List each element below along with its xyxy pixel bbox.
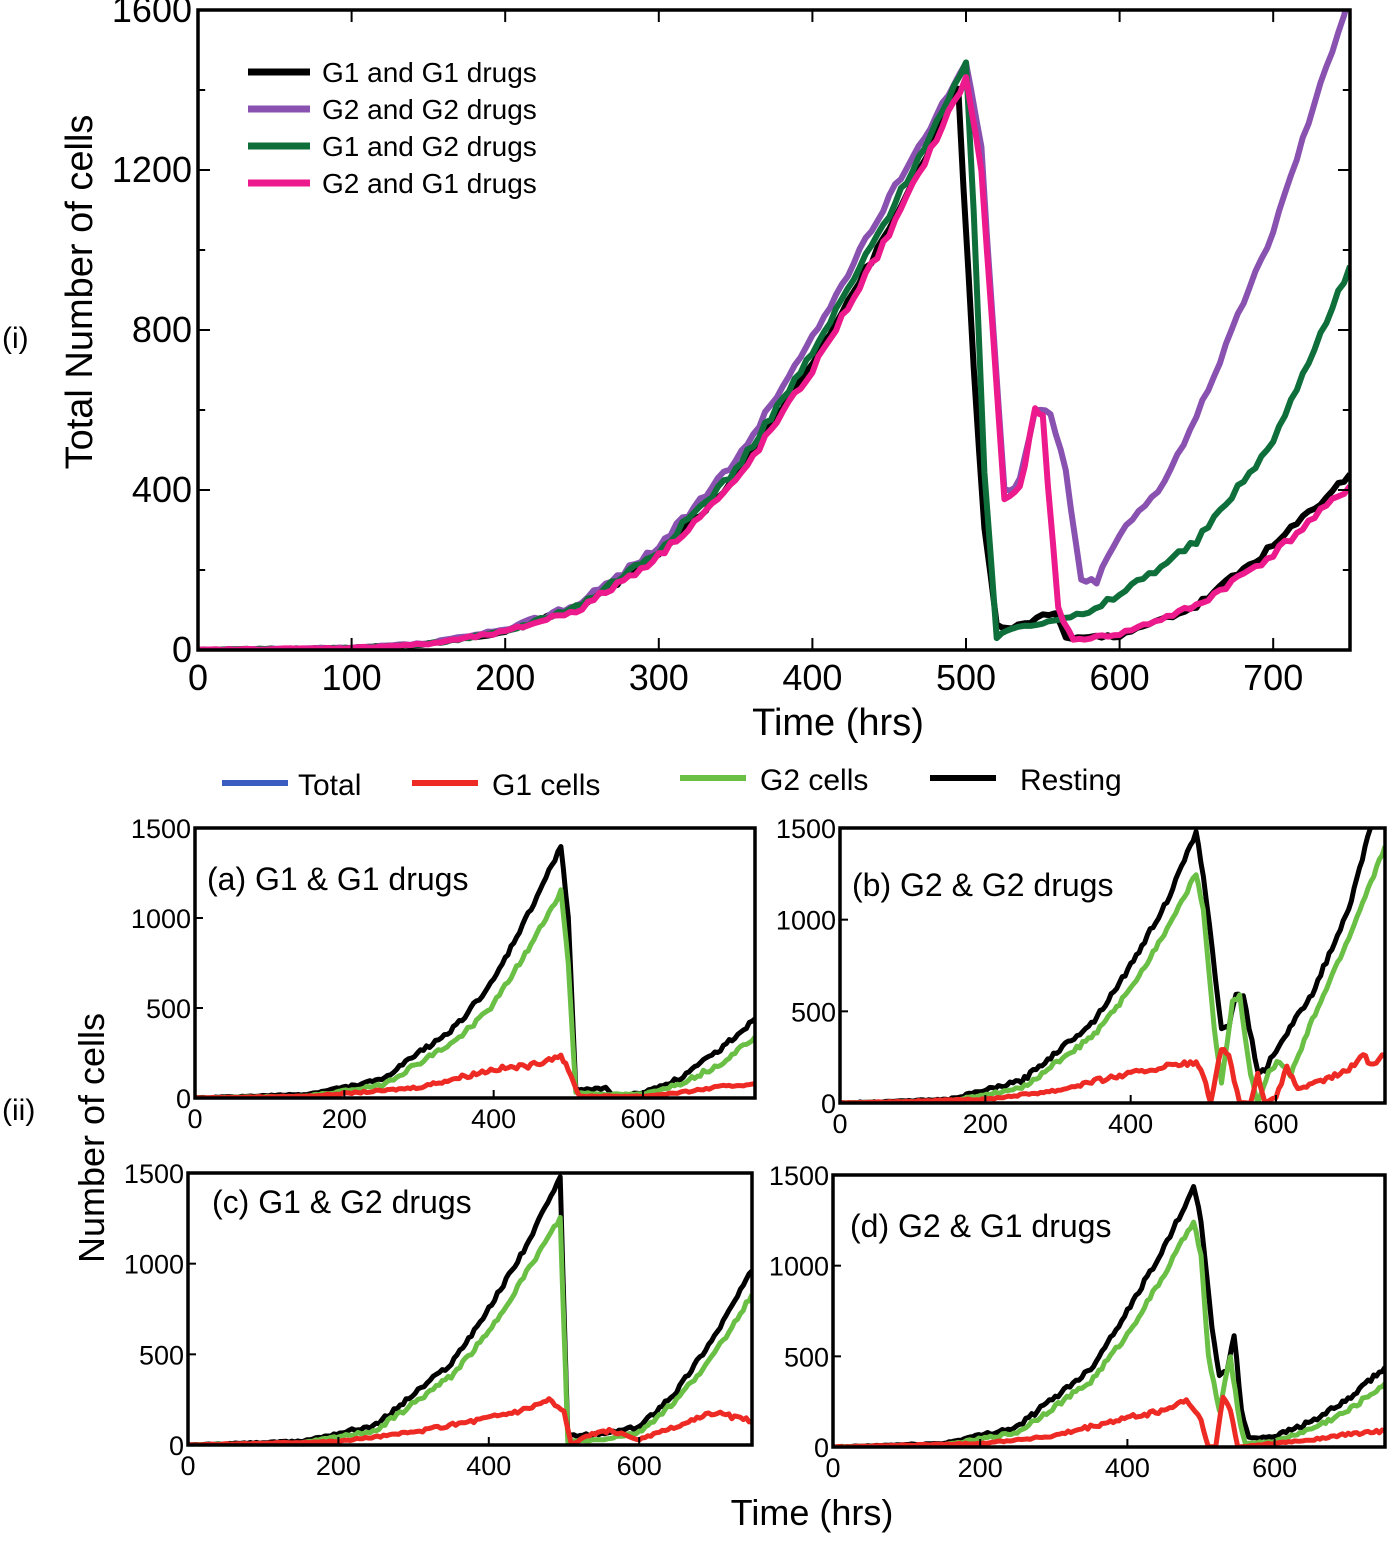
x-tick-label: 600 (617, 1451, 662, 1481)
y-tick-label: 1500 (124, 1159, 184, 1189)
panel-title: (d) G2 & G1 drugs (850, 1208, 1111, 1244)
panel-c: 0 500 1000 1500 0 200 400 600 (c) G1 & G2 drugs (124, 1159, 754, 1481)
y-tick-label: 1600 (112, 0, 192, 30)
y-tick-label: 500 (784, 1342, 829, 1372)
y-tick-label: 400 (132, 469, 192, 510)
x-tick-label: 200 (316, 1451, 361, 1481)
plot-frame (838, 826, 1387, 1105)
y-tick-label: 500 (791, 997, 836, 1027)
y-tick-label: 0 (814, 1433, 829, 1463)
legend-label: G2 and G2 drugs (322, 94, 537, 125)
legend-item-g2-and-g1-drugs: G2 and G1 drugs (248, 168, 537, 199)
x-tick-label: 600 (1253, 1109, 1298, 1139)
x-tick-label: 0 (187, 1104, 202, 1134)
x-tick-label: 0 (825, 1453, 840, 1483)
legend-label: G1 and G2 drugs (322, 131, 537, 162)
legend-label: G1 and G1 drugs (322, 57, 537, 88)
y-tick-label: 500 (146, 994, 191, 1024)
x-tick-label: 400 (1105, 1453, 1150, 1483)
y-tick-label: 1500 (769, 1161, 829, 1191)
shared-legend-item-g2-cells: G2 cells (680, 764, 868, 797)
y-tick-label: 1000 (769, 1252, 829, 1282)
main-legend: G1 and G1 drugs G2 and G2 drugs G1 and G2 … (248, 57, 537, 199)
series-line-g2-cells (195, 887, 755, 1098)
label-part-ii: (ii) (2, 1094, 35, 1127)
y-tick-label: 1000 (124, 1250, 184, 1280)
y-tick-label: 1000 (131, 904, 191, 934)
shared-legend: Total G1 cells G2 cells Resting (222, 764, 1122, 802)
series-line-g1-cells (188, 1396, 752, 1445)
series-line-g1-cells (840, 1047, 1385, 1103)
y-tick-label: 800 (132, 309, 192, 350)
y-tick-label: 0 (821, 1089, 836, 1119)
x-tick-label: 200 (963, 1109, 1008, 1139)
main-x-axis-title: Time (hrs) (752, 702, 924, 744)
panel-title: (b) G2 & G2 drugs (852, 867, 1113, 903)
y-tick-label: 1500 (131, 814, 191, 844)
y-tick-label: 0 (176, 1084, 191, 1114)
x-tick-label: 400 (1108, 1109, 1153, 1139)
plot-frame (193, 826, 757, 1100)
shared-legend-item-resting: Resting (930, 764, 1122, 797)
panel-a: 0 500 1000 1500 0 200 400 600 (a) G1 & G1 drugs (131, 814, 757, 1134)
x-tick-label: 600 (620, 1104, 665, 1134)
plot-frame (186, 1171, 754, 1447)
x-tick-label: 200 (475, 657, 535, 698)
y-tick-label: 1000 (776, 906, 836, 936)
label-part-i: (i) (2, 322, 29, 355)
x-tick-label: 100 (322, 657, 382, 698)
x-tick-label: 400 (782, 657, 842, 698)
y-tick-label: 0 (169, 1431, 184, 1461)
bottom-y-axis-title: Number of cells (71, 1013, 112, 1263)
x-tick-label: 200 (958, 1453, 1003, 1483)
panel-title: (c) G1 & G2 drugs (212, 1184, 472, 1220)
series-line-g1-cells (195, 1052, 755, 1098)
x-tick-label: 200 (322, 1104, 367, 1134)
y-tick-label: 1500 (776, 814, 836, 844)
x-tick-label: 0 (188, 657, 208, 698)
panel-title: (a) G1 & G1 drugs (207, 861, 468, 897)
legend-item-g2-and-g2-drugs: G2 and G2 drugs (248, 94, 537, 125)
panel-b: 0 500 1000 1500 0 200 400 600 (b) G2 & G2 drugs (776, 814, 1387, 1139)
x-tick-label: 400 (471, 1104, 516, 1134)
plot-frame (831, 1173, 1387, 1449)
y-tick-label: 0 (172, 629, 192, 670)
legend-label: G2 and G1 drugs (322, 168, 537, 199)
x-tick-label: 400 (466, 1451, 511, 1481)
x-tick-label: 600 (1090, 657, 1150, 698)
series-line-g2-cells (188, 1214, 752, 1445)
shared-legend-item-g1-cells: G1 cells (412, 769, 600, 802)
series-line-g2-cells (833, 1219, 1385, 1447)
bottom-x-axis-title: Time (hrs) (731, 1492, 894, 1533)
legend-item-g1-and-g1-drugs: G1 and G1 drugs (248, 57, 537, 88)
x-tick-label: 0 (832, 1109, 847, 1139)
legend-label: G2 cells (760, 764, 868, 797)
y-tick-label: 1200 (112, 149, 192, 190)
x-tick-label: 600 (1252, 1453, 1297, 1483)
legend-label: Total (298, 769, 361, 802)
x-tick-label: 500 (936, 657, 996, 698)
panel-d: 0 500 1000 1500 0 200 400 600 (d) G2 & G1 drugs (769, 1161, 1387, 1483)
series-line-g1-cells (833, 1394, 1385, 1447)
main-y-axis-title: Total Number of cells (59, 115, 101, 470)
series-line-g2-and-g1-drugs (198, 74, 1350, 650)
legend-label: Resting (1020, 764, 1122, 797)
legend-item-g1-and-g2-drugs: G1 and G2 drugs (248, 131, 537, 162)
x-tick-label: 700 (1243, 657, 1303, 698)
x-tick-label: 300 (629, 657, 689, 698)
y-tick-label: 500 (139, 1340, 184, 1370)
legend-label: G1 cells (492, 769, 600, 802)
x-tick-label: 0 (180, 1451, 195, 1481)
shared-legend-item-total: Total (222, 769, 361, 802)
main-chart: 0 400 800 1200 1600 0 100 200 300 400 500 600 700 Tim… (59, 0, 1352, 744)
